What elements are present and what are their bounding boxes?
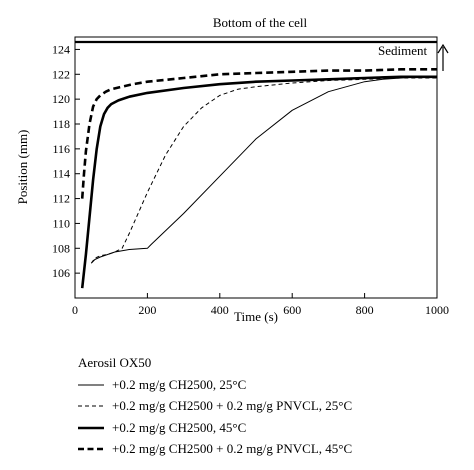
legend: Aerosil OX50 +0.2 mg/g CH2500, 25°C +0.2…	[78, 352, 468, 460]
y-tick-label: 110	[52, 216, 70, 230]
legend-swatch-thick-dashed	[78, 447, 104, 451]
y-axis-title: Position (mm)	[15, 130, 30, 205]
chart: 0 200 400 600 800 1000 1061081101121141161181…	[15, 15, 449, 324]
y-tick-label: 118	[52, 117, 70, 131]
sediment-annotation: Sediment	[378, 43, 427, 58]
reference-line-label: Bottom of the cell	[213, 15, 308, 30]
x-tick-label: 200	[138, 303, 156, 317]
plot-frame	[74, 36, 438, 299]
y-tick-label: 114	[52, 167, 70, 181]
y-tick-label: 112	[52, 192, 70, 206]
legend-label: +0.2 mg/g CH2500, 45°C	[112, 419, 247, 435]
series-line-3	[80, 75, 437, 289]
series-group	[80, 68, 437, 289]
y-tick-label: 124	[52, 42, 70, 56]
y-tick-label: 106	[52, 266, 70, 280]
x-tick-label: 0	[72, 303, 78, 317]
x-tick-label: 800	[356, 303, 374, 317]
y-tick-label: 108	[52, 241, 70, 255]
legend-swatch-thick-solid	[78, 426, 104, 430]
legend-label: +0.2 mg/g CH2500 + 0.2 mg/g PNVCL, 45°C	[112, 441, 353, 457]
x-tick-label: 400	[211, 303, 229, 317]
legend-entry: +0.2 mg/g CH2500, 45°C	[78, 417, 468, 439]
legend-entry: +0.2 mg/g CH2500, 25°C	[78, 374, 468, 396]
legend-entry: +0.2 mg/g CH2500 + 0.2 mg/g PNVCL, 45°C	[78, 439, 468, 461]
series-line-4	[80, 68, 437, 199]
legend-label: +0.2 mg/g CH2500, 25°C	[112, 376, 247, 392]
x-tick-label: 600	[283, 303, 301, 317]
legend-swatch-thin-solid	[78, 384, 104, 386]
legend-entry: +0.2 mg/g CH2500 + 0.2 mg/g PNVCL, 25°C	[78, 396, 468, 418]
y-tick-label: 116	[52, 142, 70, 156]
series-line-1	[90, 76, 437, 264]
legend-title: Aerosil OX50	[78, 355, 152, 370]
y-axis: 106 108 110 112 114 116 118 120 122 124	[52, 42, 80, 280]
x-tick-label: 1000	[425, 303, 449, 317]
series-line-2	[90, 77, 437, 264]
y-tick-label: 120	[52, 92, 70, 106]
legend-label: +0.2 mg/g CH2500 + 0.2 mg/g PNVCL, 25°C	[112, 398, 353, 414]
x-axis-title: Time (s)	[234, 309, 278, 324]
up-arrow-icon	[437, 43, 449, 71]
x-axis: 0 200 400 600 800 1000	[72, 293, 449, 317]
legend-swatch-thin-dashed	[78, 405, 104, 407]
y-tick-label: 122	[52, 67, 70, 81]
